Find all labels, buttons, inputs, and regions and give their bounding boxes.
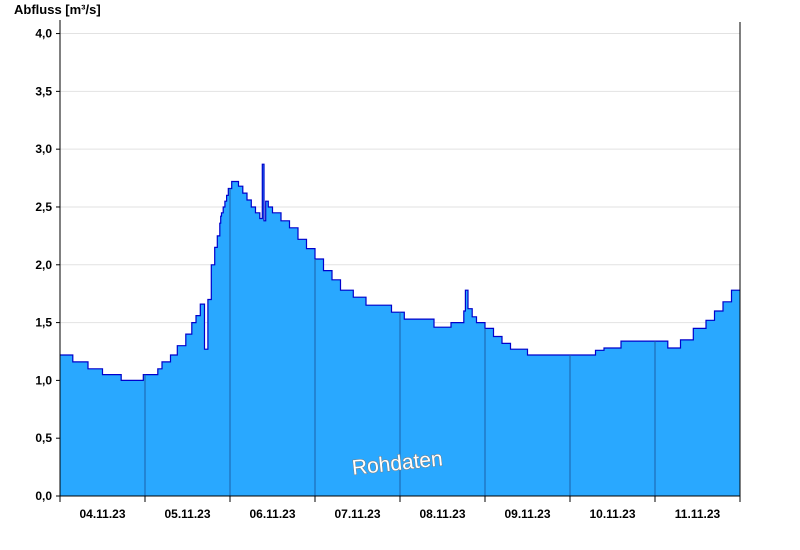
x-tick-label-6: 10.11.23 [589,507,635,521]
x-tick-label-0: 04.11.23 [79,507,125,521]
x-tick-label-2: 06.11.23 [249,507,295,521]
y-tick-label-3: 1,5 [35,316,52,330]
y-tick-label-4: 2,0 [35,258,52,272]
y-tick-label-7: 3,5 [35,84,52,98]
x-tick-label-3: 07.11.23 [334,507,380,521]
day-separator-lines [144,188,656,496]
y-axis-label: Abfluss [m³/s] [14,2,101,17]
x-tick-label-5: 09.11.23 [504,507,550,521]
x-tick-label-7: 11.11.23 [675,507,721,521]
y-tick-labels: 0,0 0,5 1,0 1,5 2,0 2,5 3,0 3,5 4,0 [35,27,60,503]
discharge-line [60,163,740,381]
x-tick-labels: 04.11.23 05.11.23 06.11.23 07.11.23 08.11.23… [59,496,741,521]
y-tick-label-5: 2,5 [35,200,52,214]
x-tick-label-4: 08.11.23 [419,507,465,521]
y-tick-label-8: 4,0 [35,27,52,41]
y-tick-label-6: 3,0 [35,142,52,156]
y-tick-label-1: 0,5 [35,431,52,445]
x-tick-label-1: 05.11.23 [164,507,210,521]
y-tick-label-2: 1,0 [35,373,52,387]
y-tick-label-0: 0,0 [35,489,52,503]
